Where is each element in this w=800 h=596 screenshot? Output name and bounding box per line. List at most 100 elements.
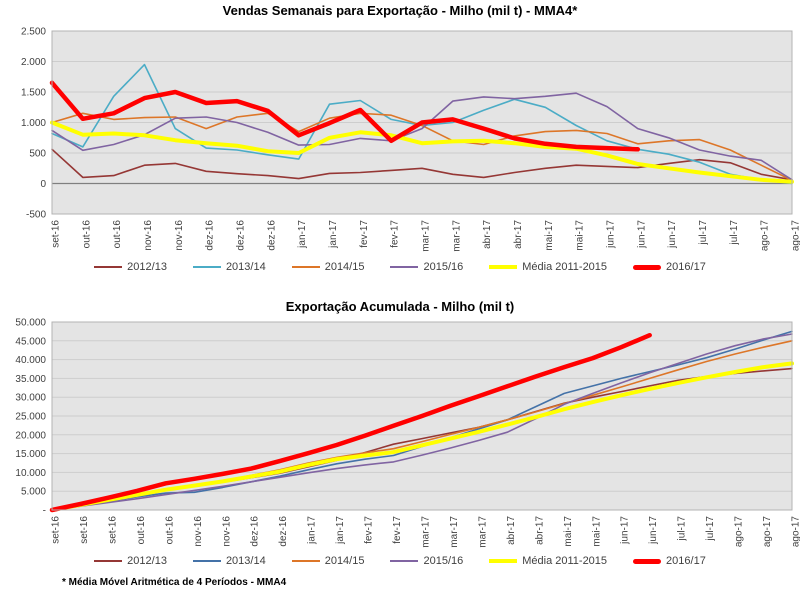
legend-label: 2013/14 [225, 555, 266, 567]
legend-label: 2016/17 [666, 261, 706, 273]
x-tick-label: dez-16 [250, 516, 261, 547]
legend-label: Média 2011-2015 [522, 555, 608, 567]
legend-item-m-dia-2011-2015: Média 2011-2015 [489, 261, 607, 273]
x-tick-label: abr-17 [506, 516, 517, 545]
y-tick-label: 30.000 [15, 393, 46, 404]
y-tick-label: 2.000 [21, 57, 46, 68]
y-tick-label: 500 [29, 149, 46, 160]
y-tick-label: 15.000 [15, 449, 46, 460]
x-tick-label: abr-17 [534, 516, 545, 545]
y-axis-tick-labels: 50.000 45.000 40.000 35.000 30.000 25.000 20.0… [15, 318, 46, 517]
x-tick-label: jan-17 [328, 220, 339, 249]
legend-item-2014-15: 2014/15 [291, 555, 365, 567]
accumulated-exports-chart-title: Exportação Acumulada - Milho (mil t) [285, 299, 515, 314]
legend-item-2016-17: 2016/17 [633, 261, 706, 273]
y-tick-label: 50.000 [15, 318, 46, 329]
legend-item-2016-17: 2016/17 [633, 555, 706, 567]
x-tick-label: mar-17 [451, 220, 462, 252]
legend-swatch-2014-15 [291, 559, 320, 563]
legend-item-2014-15: 2014/15 [291, 261, 365, 273]
legend-swatch-2015-16 [390, 559, 419, 563]
series-line-2012-13 [51, 148, 793, 181]
series-line-m-dia-2011-2015 [50, 120, 794, 184]
series-line-2015-16 [51, 92, 793, 181]
x-tick-label: out-16 [164, 516, 175, 545]
accumulated-exports-chart-plot: 50.000 45.000 40.000 35.000 30.000 25.000 20.0… [15, 318, 800, 548]
x-tick-label: nov-16 [193, 516, 204, 547]
legend-swatch-m-dia-2011-2015 [489, 559, 518, 563]
accumulated-exports-chart-legend: 2012/13 2013/14 2014/15 2015/16 Média 2011-2… [0, 555, 800, 567]
legend-swatch-m-dia-2011-2015 [489, 265, 518, 269]
legend-label: 2012/13 [127, 261, 167, 273]
x-tick-label: ago-17 [760, 220, 771, 252]
legend-label: 2015/16 [423, 261, 464, 273]
y-tick-label: 5.000 [21, 487, 46, 498]
y-tick-label: 45.000 [15, 336, 46, 347]
x-tick-label: out-16 [81, 220, 92, 249]
x-tick-label: mai-17 [591, 516, 602, 547]
legend-label: 2014/15 [324, 555, 365, 567]
y-tick-label: 20.000 [15, 430, 46, 441]
x-tick-label: ago-17 [762, 516, 773, 548]
x-tick-label: jan-17 [335, 516, 346, 545]
x-tick-label: set-16 [51, 516, 62, 544]
x-tick-label: nov-16 [221, 516, 232, 547]
x-tick-label: abr-17 [513, 220, 524, 249]
series-lines [49, 330, 794, 513]
series-line-2014-15 [51, 112, 793, 182]
x-tick-label: mai-17 [575, 220, 586, 251]
x-axis-tick-labels: set-16 out-16 out-16 nov-16 nov-16 dez-16 dez-… [51, 220, 800, 252]
y-tick-label: 10.000 [15, 468, 46, 479]
legend-item-2012-13: 2012/13 [94, 555, 167, 567]
series-line-2015-16 [51, 333, 793, 511]
series-line-2016-17 [49, 332, 652, 513]
x-tick-label: out-16 [136, 516, 147, 545]
x-tick-label: fev-17 [364, 516, 375, 544]
x-tick-label: jan-17 [307, 516, 318, 545]
x-tick-label: jun-17 [606, 220, 617, 249]
legend-label: 2014/15 [324, 261, 365, 273]
x-tick-label: mar-17 [421, 220, 432, 252]
legend-swatch-2013-14 [192, 265, 221, 269]
legend-item-2015-16: 2015/16 [390, 555, 463, 567]
legend-item-2015-16: 2015/16 [390, 261, 463, 273]
x-tick-label: jun-17 [648, 516, 659, 545]
weekly-sales-chart-title: Vendas Semanais para Exportação - Milho … [222, 3, 578, 18]
x-tick-label: jan-17 [297, 220, 308, 249]
x-tick-label: fev-17 [392, 516, 403, 544]
x-tick-label: jul-17 [677, 516, 688, 542]
y-tick-label: -500 [26, 210, 46, 221]
legend-label: 2016/17 [666, 555, 706, 567]
legend-item-2012-13: 2012/13 [94, 261, 167, 273]
x-tick-label: jun-17 [636, 220, 647, 249]
legend-swatch-2016-17 [633, 558, 662, 564]
x-tick-label: dez-16 [278, 516, 289, 547]
legend-item-m-dia-2011-2015: Média 2011-2015 [489, 555, 607, 567]
x-tick-label: set-16 [79, 516, 90, 544]
x-tick-label: jul-17 [698, 220, 709, 246]
weekly-sales-chart-legend: 2012/13 2013/14 2014/15 2015/16 Média 2011-2… [0, 261, 800, 273]
x-tick-label: dez-16 [266, 220, 277, 251]
x-tick-label: set-16 [107, 516, 118, 544]
x-tick-label: jul-17 [705, 516, 716, 542]
weekly-sales-chart-plot: 2.500 2.000 1.500 1.000 500 0 -500 set-16 out-16… [21, 27, 800, 252]
x-tick-label: mai-17 [563, 516, 574, 547]
x-tick-label: fev-17 [390, 220, 401, 248]
legend-swatch-2014-15 [291, 265, 320, 269]
x-tick-label: dez-16 [205, 220, 216, 251]
x-tick-label: ago-17 [791, 220, 800, 252]
legend-label: 2013/14 [225, 261, 266, 273]
series-line-2016-17 [49, 80, 641, 152]
x-tick-label: mar-17 [449, 516, 460, 548]
y-axis-tick-labels: 2.500 2.000 1.500 1.000 500 0 -500 [21, 27, 46, 221]
y-tick-label: 35.000 [15, 374, 46, 385]
x-tick-label: jul-17 [729, 220, 740, 246]
x-tick-label: nov-16 [174, 220, 185, 251]
legend-label: 2015/16 [423, 555, 464, 567]
x-tick-label: mar-17 [421, 516, 432, 548]
x-tick-label: out-16 [112, 220, 123, 249]
y-tick-label: 1.000 [21, 118, 46, 129]
x-tick-label: jun-17 [667, 220, 678, 249]
legend-swatch-2015-16 [390, 265, 419, 269]
y-tick-label: 2.500 [21, 27, 46, 38]
